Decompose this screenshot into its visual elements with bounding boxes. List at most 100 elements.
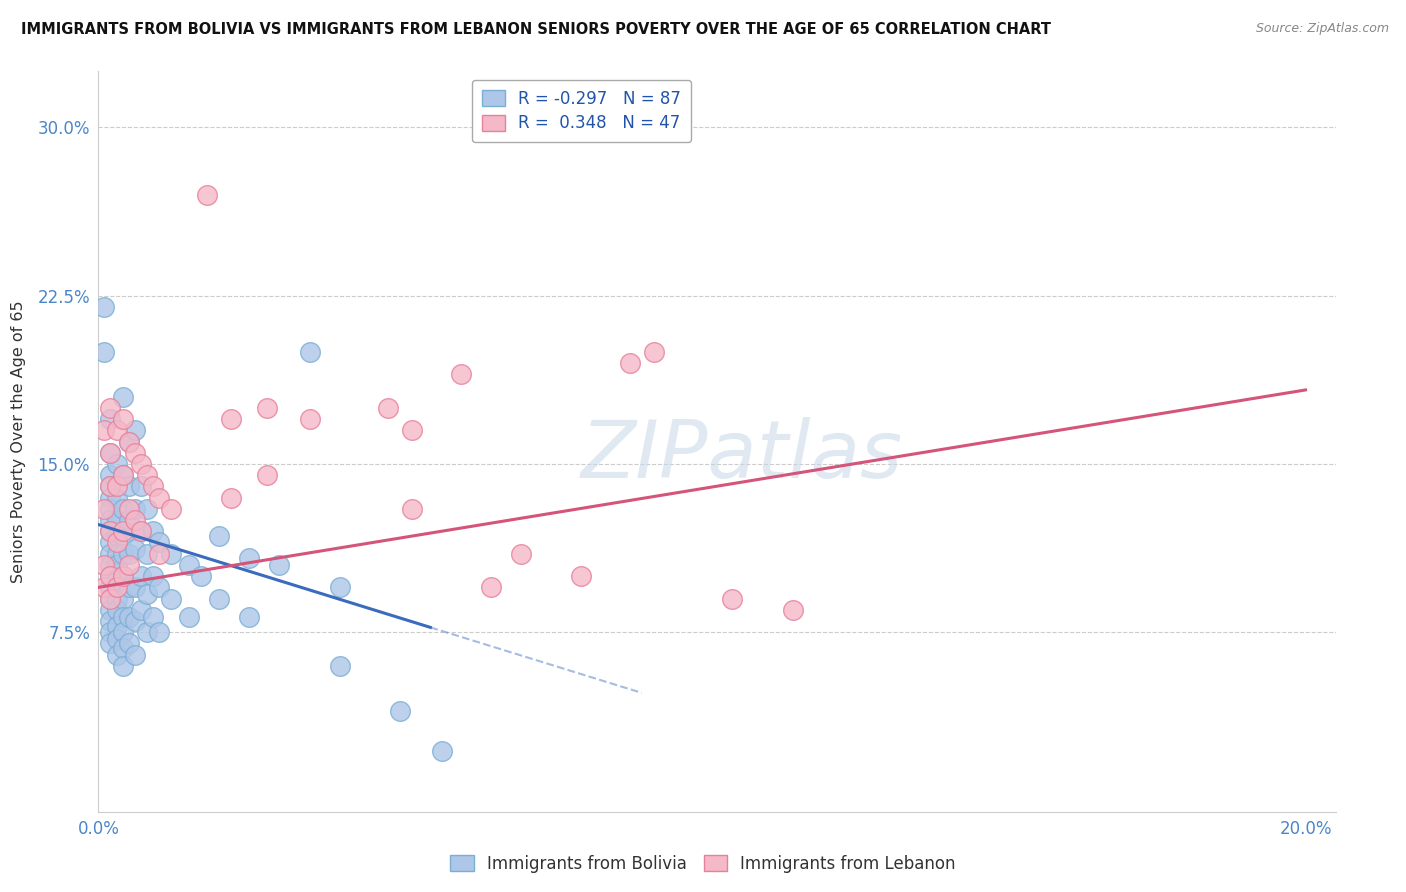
Point: [619, 356, 641, 370]
Point: [124, 501, 146, 516]
Point: [111, 640, 134, 655]
Point: [100, 412, 122, 426]
Point: [111, 569, 134, 583]
Y-axis label: Seniors Poverty Over the Age of 65: Seniors Poverty Over the Age of 65: [11, 301, 27, 582]
Point: [117, 434, 139, 449]
Point: [111, 609, 134, 624]
Legend: Immigrants from Bolivia, Immigrants from Lebanon: Immigrants from Bolivia, Immigrants from…: [444, 848, 962, 880]
Point: [100, 625, 122, 640]
Point: [117, 636, 139, 650]
Point: [100, 479, 122, 493]
Point: [148, 535, 170, 549]
Point: [117, 513, 139, 527]
Point: [105, 479, 128, 493]
Point: [111, 659, 134, 673]
Point: [111, 569, 134, 583]
Text: Source: ZipAtlas.com: Source: ZipAtlas.com: [1256, 22, 1389, 36]
Point: [93, 501, 115, 516]
Point: [105, 457, 128, 471]
Point: [124, 423, 146, 437]
Point: [111, 547, 134, 561]
Point: [105, 535, 128, 549]
Point: [117, 501, 139, 516]
Point: [129, 524, 152, 539]
Point: [111, 468, 134, 483]
Point: [135, 501, 157, 516]
Point: [105, 574, 128, 588]
Point: [100, 547, 122, 561]
Point: [93, 344, 115, 359]
Point: [105, 513, 128, 527]
Point: [124, 542, 146, 557]
Point: [93, 300, 115, 314]
Point: [100, 524, 122, 539]
Point: [105, 603, 128, 617]
Point: [298, 412, 321, 426]
Point: [142, 569, 165, 583]
Point: [105, 558, 128, 572]
Point: [124, 648, 146, 662]
Point: [219, 412, 242, 426]
Point: [124, 580, 146, 594]
Point: [509, 547, 531, 561]
Point: [148, 491, 170, 505]
Point: [105, 547, 128, 561]
Point: [135, 587, 157, 601]
Legend: R = -0.297   N = 87, R =  0.348   N = 47: R = -0.297 N = 87, R = 0.348 N = 47: [472, 79, 692, 143]
Point: [100, 501, 122, 516]
Point: [377, 401, 399, 415]
Point: [124, 513, 146, 527]
Point: [100, 535, 122, 549]
Point: [100, 479, 122, 493]
Point: [105, 529, 128, 543]
Point: [129, 457, 152, 471]
Point: [129, 603, 152, 617]
Point: [100, 591, 122, 606]
Text: IMMIGRANTS FROM BOLIVIA VS IMMIGRANTS FROM LEBANON SENIORS POVERTY OVER THE AGE : IMMIGRANTS FROM BOLIVIA VS IMMIGRANTS FR…: [21, 22, 1052, 37]
Point: [129, 479, 152, 493]
Point: [160, 591, 183, 606]
Point: [105, 423, 128, 437]
Point: [117, 609, 139, 624]
Point: [124, 614, 146, 628]
Point: [117, 580, 139, 594]
Point: [100, 468, 122, 483]
Point: [298, 344, 321, 359]
Point: [208, 591, 231, 606]
Point: [782, 603, 804, 617]
Point: [100, 524, 122, 539]
Point: [100, 513, 122, 527]
Point: [401, 423, 423, 437]
Point: [256, 401, 278, 415]
Point: [643, 344, 665, 359]
Point: [105, 648, 128, 662]
Point: [100, 569, 122, 583]
Text: ZIPatlas: ZIPatlas: [581, 417, 903, 495]
Point: [129, 524, 152, 539]
Point: [105, 491, 128, 505]
Point: [111, 591, 134, 606]
Point: [148, 625, 170, 640]
Point: [389, 704, 412, 718]
Point: [195, 187, 218, 202]
Point: [135, 547, 157, 561]
Point: [100, 591, 122, 606]
Point: [142, 524, 165, 539]
Point: [100, 636, 122, 650]
Point: [100, 580, 122, 594]
Point: [105, 618, 128, 632]
Point: [148, 580, 170, 594]
Point: [111, 524, 134, 539]
Point: [219, 491, 242, 505]
Point: [105, 580, 128, 594]
Point: [111, 412, 134, 426]
Point: [105, 632, 128, 646]
Point: [93, 423, 115, 437]
Point: [100, 446, 122, 460]
Point: [129, 569, 152, 583]
Point: [93, 580, 115, 594]
Point: [100, 491, 122, 505]
Point: [256, 468, 278, 483]
Point: [160, 501, 183, 516]
Point: [124, 446, 146, 460]
